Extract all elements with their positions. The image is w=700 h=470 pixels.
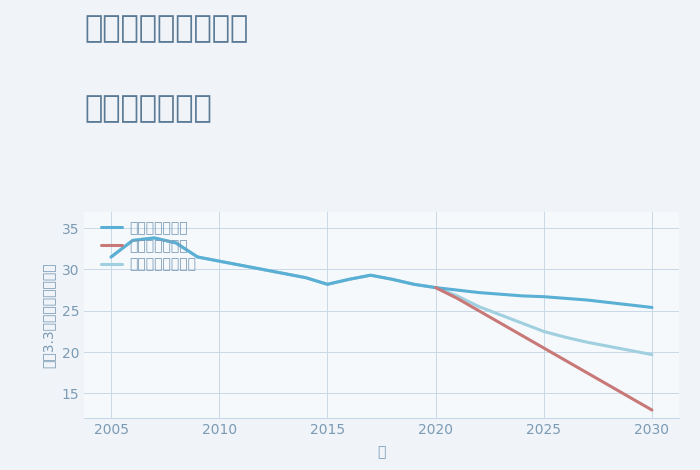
ノーマルシナリオ [605,344,613,349]
グッドシナリオ [583,297,592,303]
ノーマルシナリオ [129,238,137,243]
グッドシナリオ [150,235,158,241]
グッドシナリオ [540,294,548,299]
グッドシナリオ [518,293,526,299]
グッドシナリオ [237,262,245,268]
グッドシナリオ [431,285,440,290]
グッドシナリオ [496,291,505,297]
グッドシナリオ [367,273,375,278]
ノーマルシナリオ [626,348,634,353]
ノーマルシナリオ [561,335,570,340]
ノーマルシナリオ [302,275,310,281]
グッドシナリオ [172,240,180,246]
グッドシナリオ [605,300,613,306]
バッドシナリオ [626,395,634,400]
ノーマルシナリオ [367,273,375,278]
ノーマルシナリオ [193,254,202,260]
ノーマルシナリオ [648,352,656,357]
グッドシナリオ [648,305,656,310]
バッドシナリオ [475,308,483,313]
Text: 土地の価格推移: 土地の価格推移 [84,94,211,123]
グッドシナリオ [280,271,288,276]
ノーマルシナリオ [583,339,592,345]
グッドシナリオ [453,287,461,293]
ノーマルシナリオ [496,312,505,318]
Legend: グッドシナリオ, バッドシナリオ, ノーマルシナリオ: グッドシナリオ, バッドシナリオ, ノーマルシナリオ [96,216,202,277]
バッドシナリオ [518,333,526,338]
バッドシナリオ [431,285,440,290]
ノーマルシナリオ [280,271,288,276]
グッドシナリオ [475,290,483,295]
ノーマルシナリオ [323,282,332,287]
X-axis label: 年: 年 [377,446,386,460]
ノーマルシナリオ [431,285,440,290]
Line: ノーマルシナリオ: ノーマルシナリオ [111,238,652,354]
グッドシナリオ [561,296,570,301]
グッドシナリオ [129,238,137,243]
グッドシナリオ [107,254,116,260]
グッドシナリオ [345,276,354,282]
グッドシナリオ [388,276,396,282]
ノーマルシナリオ [345,276,354,282]
ノーマルシナリオ [475,304,483,309]
バッドシナリオ [605,383,613,388]
グッドシナリオ [215,258,223,264]
ノーマルシナリオ [258,266,267,272]
ノーマルシナリオ [388,276,396,282]
ノーマルシナリオ [150,235,158,241]
ノーマルシナリオ [107,254,116,260]
グッドシナリオ [323,282,332,287]
グッドシナリオ [410,282,418,287]
グッドシナリオ [626,302,634,308]
Line: グッドシナリオ: グッドシナリオ [111,238,652,307]
ノーマルシナリオ [237,262,245,268]
ノーマルシナリオ [172,240,180,246]
グッドシナリオ [258,266,267,272]
ノーマルシナリオ [540,329,548,334]
バッドシナリオ [453,296,461,301]
ノーマルシナリオ [215,258,223,264]
バッドシナリオ [583,370,592,376]
Text: 兵庫県高砂市緑丘の: 兵庫県高砂市緑丘の [84,14,248,43]
ノーマルシナリオ [410,282,418,287]
グッドシナリオ [193,254,202,260]
バッドシナリオ [496,321,505,326]
バッドシナリオ [648,407,656,413]
ノーマルシナリオ [453,293,461,299]
グッドシナリオ [302,275,310,281]
Y-axis label: 坪（3.3㎡）単価（万円）: 坪（3.3㎡）単価（万円） [42,262,56,368]
ノーマルシナリオ [518,321,526,326]
Line: バッドシナリオ: バッドシナリオ [435,288,652,410]
バッドシナリオ [540,345,548,351]
バッドシナリオ [561,358,570,363]
